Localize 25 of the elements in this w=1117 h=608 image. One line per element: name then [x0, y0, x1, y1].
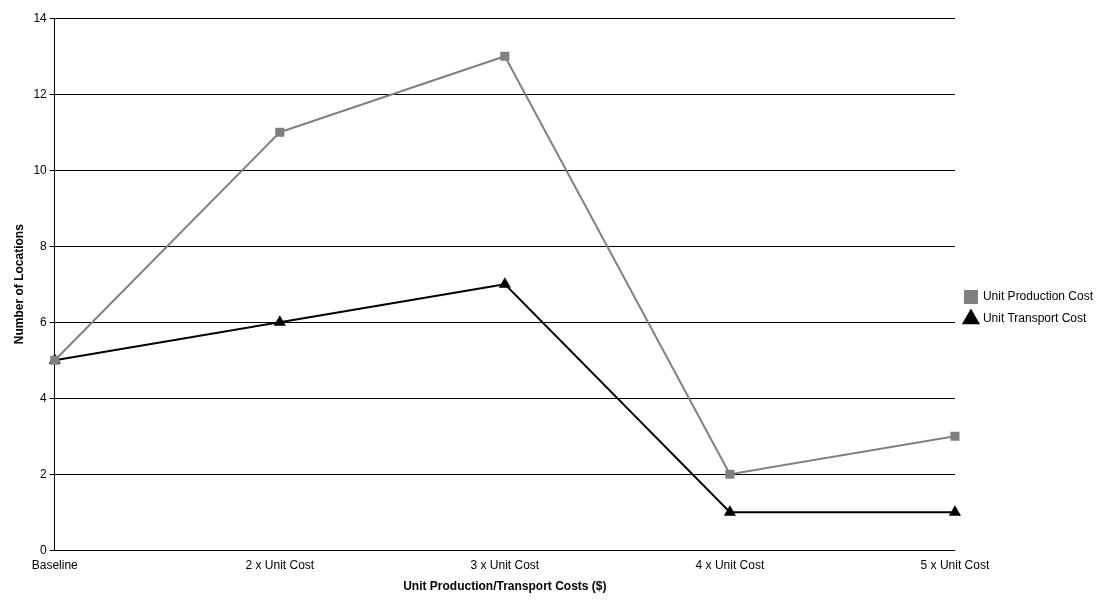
point — [724, 506, 736, 516]
x-tick-label: 4 x Unit Cost — [695, 557, 765, 572]
x-tick-label: 5 x Unit Cost — [920, 557, 990, 572]
y-tick-label: 4 — [40, 390, 48, 405]
legend-label: Unit Production Cost — [982, 289, 1094, 304]
legend-label: Unit Transport Cost — [982, 311, 1087, 326]
x-tick-label: Baseline — [31, 557, 79, 572]
y-tick-label: 10 — [33, 162, 48, 177]
point — [275, 127, 285, 137]
x-tick-label: 3 x Unit Cost — [470, 557, 540, 572]
point — [500, 51, 510, 61]
y-tick-label: 0 — [40, 542, 48, 557]
y-tick-label: 2 — [40, 466, 48, 481]
point — [274, 316, 286, 326]
point — [725, 469, 735, 479]
y-tick-label: 8 — [40, 238, 48, 253]
y-tick-label: 12 — [33, 86, 48, 101]
x-axis-title: Unit Production/Transport Costs ($) — [403, 579, 607, 594]
y-tick-label: 6 — [40, 314, 48, 329]
point — [950, 431, 960, 441]
y-axis-title: Number of Locations — [11, 223, 26, 345]
x-tick-label: 2 x Unit Cost — [245, 557, 315, 572]
point — [949, 506, 961, 516]
point — [499, 278, 511, 288]
y-tick-label: 14 — [33, 10, 48, 25]
